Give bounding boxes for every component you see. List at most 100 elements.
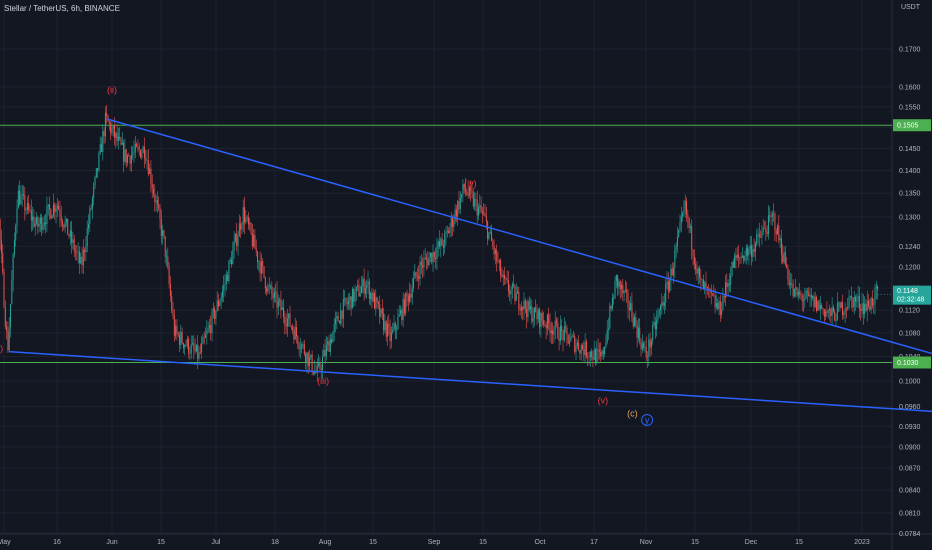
candle-body: [727, 283, 729, 287]
candle-body: [857, 295, 859, 301]
price-tick-label: 0.0900: [899, 444, 921, 451]
candle-body: [764, 227, 766, 229]
candle-body: [394, 322, 396, 330]
candle-body: [106, 112, 108, 116]
candle-body: [56, 205, 58, 209]
candle-body: [292, 327, 294, 331]
candle-body: [426, 257, 428, 260]
candle-body: [645, 347, 647, 357]
candle-body: [725, 282, 727, 298]
grid: [0, 0, 892, 534]
candle-body: [610, 306, 612, 309]
candle-body: [136, 144, 138, 147]
candle-body: [162, 230, 164, 236]
candle-body: [409, 293, 411, 302]
candle-body: [258, 261, 260, 263]
candle-body: [375, 297, 377, 309]
candle-body: [478, 207, 480, 216]
candle-body: [578, 342, 580, 351]
candle-body: [198, 352, 200, 359]
candle-body: [0, 239, 2, 254]
candle-body: [429, 252, 431, 257]
candle-body: [210, 325, 212, 334]
candle-body: [650, 340, 652, 348]
candle-body: [302, 344, 304, 345]
candle-body: [424, 257, 426, 259]
candle-body: [556, 320, 558, 323]
symbol-title[interactable]: Stellar / TetherUS, 6h, BINANCE: [4, 4, 120, 13]
candle-body: [519, 308, 521, 311]
candle-body: [868, 300, 870, 307]
candle-body: [848, 296, 850, 308]
candle-body: [609, 306, 611, 329]
candle-body: [374, 292, 376, 309]
candle-body: [250, 223, 252, 234]
candle-body: [241, 224, 243, 230]
candle-body: [567, 334, 569, 344]
wave-label: (v): [598, 395, 609, 405]
candle-body: [400, 309, 402, 315]
candle-body: [177, 333, 179, 336]
wave-label-circle: [641, 414, 654, 427]
candle-body: [323, 349, 325, 358]
candle-body: [459, 197, 461, 210]
candle-body: [732, 262, 734, 268]
candle-body: [744, 255, 746, 261]
candle-body: [129, 156, 131, 164]
candle-body: [758, 233, 760, 238]
candle-body: [497, 261, 499, 263]
candle-body: [341, 310, 343, 319]
candle-body: [173, 315, 175, 336]
candle-body: [532, 318, 534, 322]
candle-body: [150, 168, 152, 184]
candle-body: [380, 308, 382, 317]
candle-body: [102, 131, 104, 152]
candle-body: [537, 309, 539, 320]
candle-body: [433, 252, 435, 258]
candle-body: [277, 300, 279, 308]
candle-body: [548, 314, 550, 324]
candle-body: [71, 230, 73, 243]
candle-body: [455, 209, 457, 217]
candle-body: [43, 222, 45, 225]
price-tick-label: 0.1120: [899, 308, 920, 315]
candle-body: [155, 200, 157, 202]
candle-body: [575, 345, 577, 352]
candle-body: [791, 283, 793, 285]
candle-body: [539, 309, 541, 328]
candle-body: [281, 307, 283, 311]
candle-body: [411, 288, 413, 298]
candle-body: [114, 125, 116, 138]
candle-body: [201, 343, 203, 353]
candle-body: [524, 300, 526, 310]
candle-body: [641, 343, 643, 350]
candle-body: [310, 354, 312, 358]
candle-body: [740, 257, 742, 259]
candle-body: [836, 303, 838, 321]
candle-body: [488, 232, 490, 239]
candle-body: [704, 282, 706, 290]
candle-body: [809, 294, 811, 297]
candle-body: [554, 320, 556, 330]
candle-body: [652, 325, 654, 341]
candle-body: [82, 249, 84, 266]
candle-body: [215, 310, 217, 319]
candle-body: [627, 292, 629, 308]
candle-body: [186, 338, 188, 346]
candle-body: [803, 300, 805, 302]
candle-body: [753, 249, 755, 252]
candle-body: [584, 341, 586, 356]
trendline-1: [106, 118, 932, 355]
candle-body: [706, 287, 708, 288]
candle-body: [465, 188, 467, 192]
candle-body: [595, 349, 597, 364]
candle-body: [588, 356, 590, 358]
price-tag-upper-bg: [893, 119, 931, 132]
candle-body: [592, 357, 594, 360]
candle-body: [23, 194, 25, 196]
candle-body: [3, 271, 5, 308]
candle-body: [670, 268, 672, 281]
candle-body: [683, 209, 685, 213]
candle-body: [574, 336, 576, 352]
